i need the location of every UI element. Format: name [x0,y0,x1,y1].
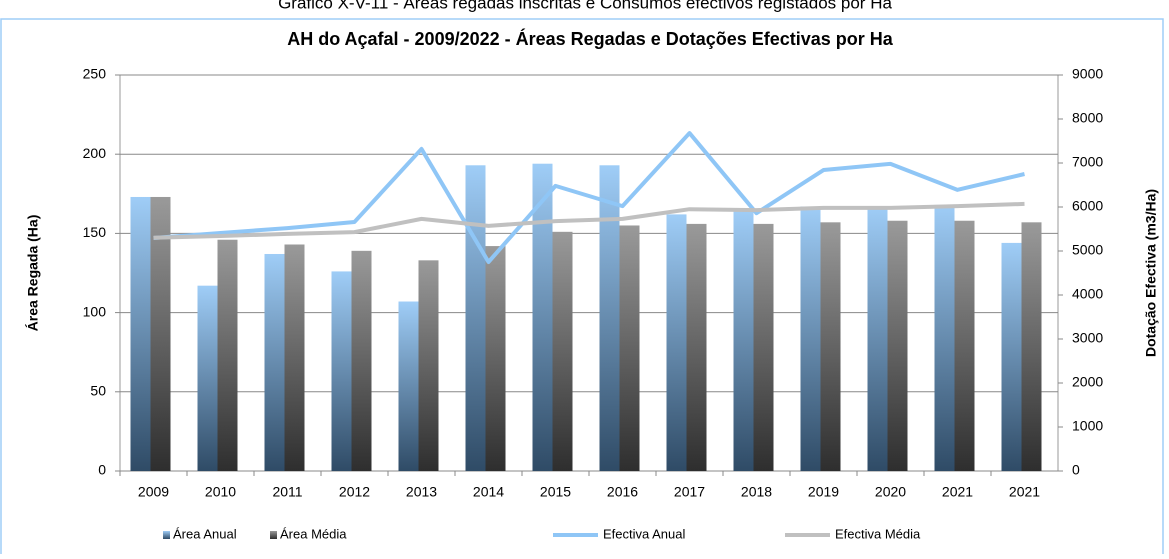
bar [867,206,888,472]
bar [686,223,707,471]
bar [733,211,754,471]
x-tick-label: 2015 [540,484,571,500]
bar [264,253,285,471]
bar [666,214,687,471]
y2-tick-label: 4000 [1072,286,1103,302]
y2-tick-label: 2000 [1072,374,1103,390]
x-tick-label: 2010 [205,484,236,500]
bar [284,244,305,471]
x-tick-label: 2018 [741,484,772,500]
bar [532,163,553,472]
bar [150,196,171,471]
y-tick-label: 0 [98,462,106,478]
bar [552,231,573,471]
bar [351,250,372,471]
x-tick-label: 2017 [674,484,705,500]
y2-tick-label: 3000 [1072,330,1103,346]
y-tick-label: 50 [90,383,106,399]
plot-border [119,74,1059,472]
bar [800,206,821,472]
line [153,131,1025,264]
y2-tick-label: 7000 [1072,154,1103,170]
y2-tick-label: 0 [1072,462,1080,478]
bar [887,220,908,471]
frame [0,18,1164,559]
y2-tick-label: 1000 [1072,418,1103,434]
caption: Gráfico X-V-11 - Áreas regadas inscritas… [278,0,892,12]
bar [619,225,640,471]
line [153,201,1025,240]
bar [331,271,352,471]
y-tick-label: 200 [83,145,107,161]
x-tick-label: 2021 [1009,484,1040,500]
bar [934,204,955,471]
bar [130,196,151,471]
bar [418,260,439,471]
y-tick-label: 250 [83,66,107,82]
x-tick-label: 2016 [607,484,638,500]
bar [398,301,419,471]
x-tick-label: 2009 [138,484,169,500]
x-tick-label: 2012 [339,484,370,500]
x-tick-label: 2013 [406,484,437,500]
chart-title: AH do Açafal - 2009/2022 - Áreas Regadas… [287,28,894,49]
legend-label: Efectiva Anual [603,526,685,541]
x-tick-label: 2014 [473,484,504,500]
bar [217,239,238,471]
y2-tick-label: 9000 [1072,66,1103,82]
bar [485,246,506,471]
y2-axis-label: Dotação Efectiva (m3/Ha) [1143,189,1159,357]
bar [197,285,218,471]
bar [599,165,620,471]
y2-tick-label: 8000 [1072,110,1103,126]
x-tick-label: 2021 [942,484,973,500]
legend-label: Área Anual [173,526,237,541]
bar [954,220,975,471]
bar [753,223,774,471]
y-tick-label: 100 [83,303,107,319]
y2-tick-label: 5000 [1072,242,1103,258]
bar [820,222,841,471]
y2-tick-label: 6000 [1072,198,1103,214]
legend-swatch [163,531,170,539]
x-tick-label: 2011 [272,484,302,500]
y-axis-label: Área Regada (Ha) [25,215,41,332]
bar [1021,222,1042,471]
x-tick-label: 2019 [808,484,839,500]
legend-label: Efectiva Média [835,526,921,541]
legend-swatch [270,531,277,539]
legend-label: Área Média [280,526,347,541]
y-tick-label: 150 [83,224,107,240]
x-tick-label: 2020 [875,484,906,500]
bar [1001,242,1022,471]
bar [465,165,486,471]
